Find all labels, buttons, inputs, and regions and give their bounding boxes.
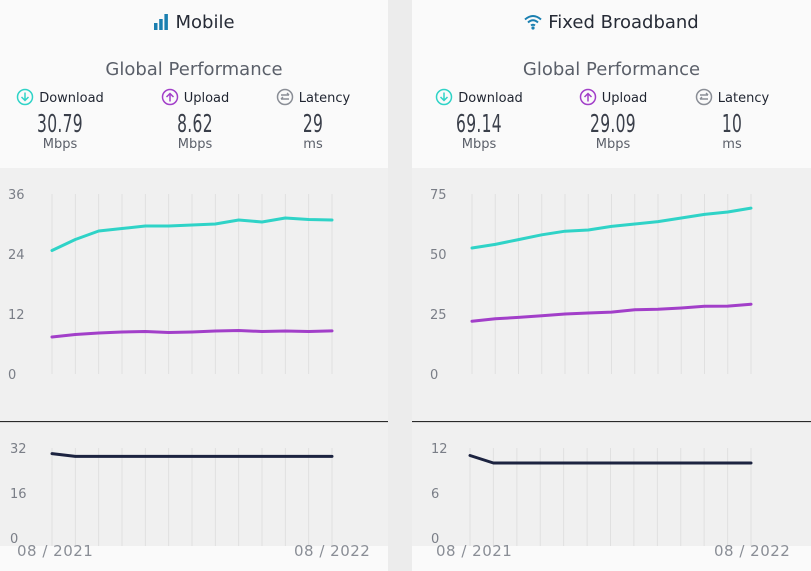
latency-metric: Latency 10 ms <box>677 88 787 152</box>
fixed-speed-chart: 0 25 50 75 <box>412 168 811 421</box>
fixed-broadband-panel: Fixed Broadband Global Performance Downl… <box>412 0 811 571</box>
metric-value: 29 <box>302 109 324 138</box>
latency-arrows-icon <box>276 88 294 106</box>
metric-value: 10 <box>721 109 743 138</box>
x-start-label: 08 / 2021 <box>17 542 94 560</box>
download-arrow-icon <box>16 88 34 106</box>
mobile-latency-chart: 0 16 32 <box>0 421 388 546</box>
panel-title-text: Fixed Broadband <box>548 12 699 33</box>
y-tick-label: 12 <box>431 442 448 457</box>
download-metric: Download 69.14 Mbps <box>424 88 534 152</box>
download-metric: Download 30.79 Mbps <box>5 88 115 152</box>
metric-value: 69.14 <box>456 109 502 138</box>
metric-value: 29.09 <box>590 109 636 138</box>
metric-unit: Mbps <box>42 137 78 152</box>
upload-metric: Upload 29.09 Mbps <box>558 88 668 152</box>
metric-unit: ms <box>303 137 323 152</box>
download-arrow-icon <box>435 88 453 106</box>
panel-subtitle: Global Performance <box>105 59 283 80</box>
latency-arrows-icon <box>695 88 713 106</box>
y-tick-label: 0 <box>430 368 438 383</box>
x-end-label: 08 / 2022 <box>294 542 371 560</box>
signal-bars-icon <box>154 14 169 30</box>
y-tick-label: 16 <box>10 487 27 502</box>
y-tick-label: 24 <box>8 248 25 263</box>
fixed-latency-chart: 0 6 12 <box>412 421 811 546</box>
panel-subtitle: Global Performance <box>522 59 701 80</box>
y-tick-label: 12 <box>8 308 25 323</box>
plot-background <box>0 421 388 546</box>
y-tick-label: 32 <box>10 442 27 457</box>
metric-label: Upload <box>183 91 230 106</box>
y-tick-label: 25 <box>430 308 447 323</box>
panel-title-text: Mobile <box>175 12 235 33</box>
metric-unit: ms <box>722 137 742 152</box>
mobile-speed-chart: 0 12 24 36 <box>0 168 388 421</box>
metric-label: Latency <box>717 91 770 106</box>
panel-title: Fixed Broadband <box>412 12 811 33</box>
plot-background <box>0 168 388 421</box>
latency-metric: Latency 29 ms <box>258 88 368 152</box>
metric-label: Upload <box>601 91 648 106</box>
metric-label: Download <box>458 91 523 106</box>
y-tick-label: 50 <box>430 248 447 263</box>
metric-label: Download <box>39 91 104 106</box>
metric-unit: Mbps <box>461 137 497 152</box>
metric-value: 8.62 <box>177 109 213 138</box>
y-tick-label: 75 <box>430 188 447 203</box>
x-start-label: 08 / 2021 <box>436 542 513 560</box>
plot-background <box>412 421 811 546</box>
mobile-panel: Mobile Global Performance Download 30.79… <box>0 0 388 571</box>
metric-unit: Mbps <box>177 137 213 152</box>
wifi-icon <box>524 15 542 30</box>
panel-title: Mobile <box>0 12 388 33</box>
metric-label: Latency <box>298 91 351 106</box>
y-tick-label: 0 <box>8 368 16 383</box>
y-tick-label: 0 <box>431 532 439 546</box>
metric-unit: Mbps <box>595 137 631 152</box>
upload-metric: Upload 8.62 Mbps <box>140 88 250 152</box>
y-tick-label: 36 <box>8 188 25 203</box>
y-tick-label: 0 <box>10 532 18 546</box>
upload-arrow-icon <box>579 88 596 106</box>
upload-arrow-icon <box>161 88 178 106</box>
x-end-label: 08 / 2022 <box>714 542 791 560</box>
y-tick-label: 6 <box>431 487 439 502</box>
metric-value: 30.79 <box>37 109 83 138</box>
